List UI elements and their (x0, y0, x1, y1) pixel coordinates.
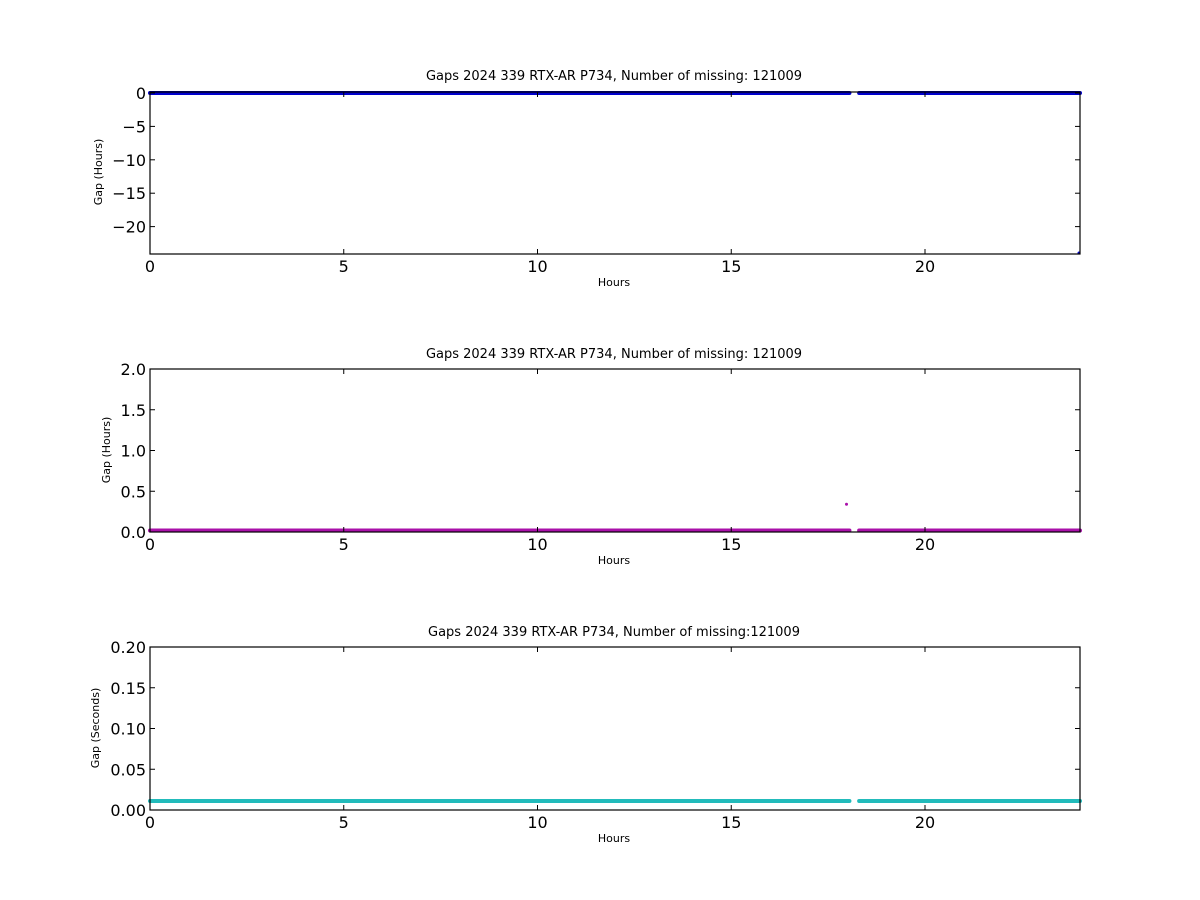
chart-1-ytick-label: −10 (112, 151, 146, 170)
chart-2-frame (149, 368, 1081, 533)
chart-3-ylabel: Gap (Seconds) (89, 688, 102, 769)
chart-1-title: Gaps 2024 339 RTX-AR P734, Number of mis… (426, 69, 802, 84)
chart-1-xtick-label: 15 (721, 257, 741, 276)
chart-3-ytick-label: 0.15 (110, 679, 146, 698)
chart-1-ytick-label: −15 (112, 184, 146, 203)
chart-2-xlabel: Hours (598, 554, 630, 567)
chart-2-xtick-label: 15 (721, 535, 741, 554)
chart-panel-3: Gaps 2024 339 RTX-AR P734, Number of mis… (89, 625, 1082, 845)
chart-3-title: Gaps 2024 339 RTX-AR P734, Number of mis… (428, 625, 800, 640)
chart-1-ytick-label: −5 (122, 117, 146, 136)
chart-1-plot: 0 5 10 15 20 0 −5 −10 −15 −20 (112, 84, 1082, 276)
chart-1-xtick-label: 0 (145, 257, 155, 276)
chart-1-xtick-label: 10 (527, 257, 547, 276)
chart-3-ytick-label: 0.10 (110, 720, 146, 739)
chart-1-ytick-label: 0 (136, 84, 146, 103)
chart-2-xtick-label: 10 (527, 535, 547, 554)
chart-2-ytick-label: 0.5 (121, 482, 146, 501)
chart-1-ylabel: Gap (Hours) (92, 139, 105, 206)
chart-panel-2: Gaps 2024 339 RTX-AR P734, Number of mis… (100, 347, 1082, 567)
chart-2-ytick-label: 1.5 (121, 401, 146, 420)
chart-1-frame (149, 91, 1081, 255)
chart-1-ytick-label: −20 (112, 218, 146, 237)
chart-1-xtick-label: 5 (339, 257, 349, 276)
chart-2-point-1 (845, 502, 848, 506)
chart-3-xtick-label: 20 (915, 813, 935, 832)
chart-3-ytick-label: 0.00 (110, 801, 146, 820)
chart-3-xtick-label: 15 (721, 813, 741, 832)
chart-1-xlabel: Hours (598, 276, 630, 289)
chart-2-xtick-label: 0 (145, 535, 155, 554)
chart-panel-1: Gaps 2024 339 RTX-AR P734, Number of mis… (92, 69, 1082, 289)
chart-3-ytick-label: 0.20 (110, 638, 146, 657)
chart-2-xtick-label: 20 (915, 535, 935, 554)
chart-3-xtick-label: 0 (145, 813, 155, 832)
chart-3-frame (149, 646, 1081, 811)
chart-3-xtick-label: 5 (339, 813, 349, 832)
chart-2-ytick-label: 2.0 (121, 360, 146, 379)
chart-3-xtick-label: 10 (527, 813, 547, 832)
chart-2-title: Gaps 2024 339 RTX-AR P734, Number of mis… (426, 347, 802, 362)
chart-2-ylabel: Gap (Hours) (100, 417, 113, 484)
chart-1-xtick-label: 20 (915, 257, 935, 276)
chart-2-xtick-label: 5 (339, 535, 349, 554)
chart-3-ytick-label: 0.05 (110, 760, 146, 779)
chart-2-plot: 0 5 10 15 20 0.0 0.5 1.0 1.5 2.0 (121, 360, 1082, 554)
chart-2-ytick-label: 1.0 (121, 442, 146, 461)
chart-3-plot: 0 5 10 15 20 0.00 0.05 0.10 0.15 0.20 (110, 638, 1082, 832)
chart-3-xlabel: Hours (598, 832, 630, 845)
chart-2-ytick-label: 0.0 (121, 523, 146, 542)
